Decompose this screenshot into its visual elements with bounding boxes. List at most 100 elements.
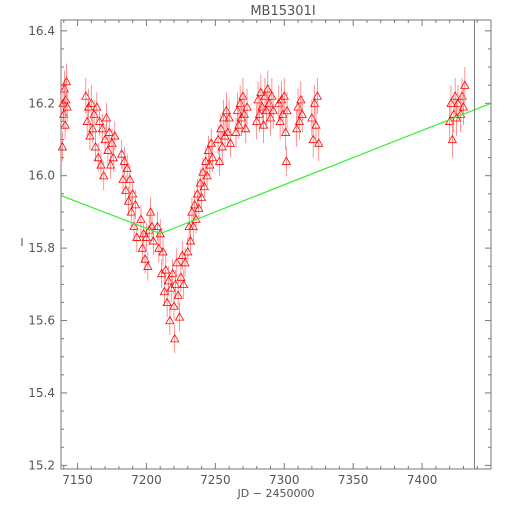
data-point (172, 248, 182, 278)
data-point (256, 74, 266, 111)
data-point (123, 186, 134, 216)
data-point (240, 114, 251, 144)
data-point (254, 96, 265, 133)
data-point (282, 92, 292, 129)
data-point (173, 280, 183, 310)
data-point (116, 139, 127, 169)
data-point (104, 117, 114, 147)
data-point (140, 244, 150, 274)
data-point (167, 258, 178, 288)
data-point (185, 226, 196, 256)
data-point (97, 114, 108, 144)
data-point (232, 92, 243, 129)
data-point (293, 88, 303, 126)
data-point (294, 103, 305, 140)
data-point (96, 150, 106, 180)
data-point (161, 255, 171, 285)
data-point (214, 146, 225, 176)
data-point (82, 106, 92, 136)
data-point (132, 222, 142, 252)
data-point (100, 125, 110, 154)
data-point (130, 190, 141, 220)
chart-title: MB15301I (250, 4, 315, 19)
data-point (221, 92, 232, 129)
y-tick-label: 16.2 (28, 96, 55, 110)
data-point (309, 85, 320, 122)
data-point (458, 88, 469, 126)
data-point (223, 117, 233, 147)
data-point (207, 143, 218, 173)
y-tick-label: 16.4 (28, 24, 55, 38)
data-point (108, 143, 119, 173)
data-point (94, 106, 105, 136)
data-point (260, 77, 270, 115)
data-point (60, 110, 70, 140)
data-point (162, 287, 172, 317)
data-point (263, 70, 273, 107)
data-point (296, 81, 306, 118)
data-point (90, 132, 101, 162)
data-point (291, 110, 302, 147)
data-point (312, 77, 323, 115)
data-point (205, 150, 215, 180)
data-point (119, 146, 130, 176)
data-point (107, 128, 117, 158)
data-point (141, 222, 152, 252)
data-point (158, 237, 168, 267)
y-axis-title: I (20, 236, 23, 249)
data-point (178, 269, 189, 299)
data-point (85, 121, 95, 151)
data-point (225, 128, 236, 158)
data-point (307, 99, 317, 136)
x-tick-label: 7150 (62, 473, 93, 487)
data-point (261, 92, 272, 129)
data-point (170, 269, 181, 299)
data-point (88, 114, 98, 144)
axis-ticks: 7150 7200 7250 7300 7350 7400 15.2 15.4 15.6 15.8… (28, 20, 491, 487)
data-point (239, 96, 249, 133)
data-point (110, 121, 120, 151)
data-point (93, 143, 103, 173)
x-tick-label: 7250 (200, 473, 231, 487)
data-point (99, 161, 109, 191)
data-point (170, 324, 180, 354)
data-point (206, 128, 216, 158)
y-tick-label: 15.8 (28, 241, 55, 255)
model-line (60, 102, 492, 235)
model-curve (60, 102, 492, 235)
data-point (127, 179, 138, 209)
data-point (125, 164, 135, 194)
data-point (169, 291, 179, 321)
data-point (57, 132, 68, 162)
data-point (311, 106, 321, 144)
data-point (62, 92, 72, 122)
data-point (308, 121, 318, 158)
x-tick-label: 7400 (407, 473, 438, 487)
data-point (129, 211, 139, 241)
data-point (126, 197, 136, 227)
data-point (105, 150, 116, 180)
data-point (122, 153, 132, 183)
plot-frame (60, 19, 492, 470)
data-point (235, 85, 245, 122)
data-point (188, 211, 198, 241)
data-point (218, 99, 229, 136)
data-point (152, 211, 163, 241)
y-tick-label: 15.4 (28, 386, 55, 400)
data-points (57, 63, 470, 354)
data-point (265, 99, 276, 136)
data-point (89, 99, 99, 129)
data-point (176, 262, 186, 292)
data-point (92, 92, 102, 122)
data-point (203, 135, 214, 165)
data-point (257, 88, 267, 126)
data-point (224, 99, 234, 136)
data-point (103, 135, 113, 165)
y-tick-label: 16.0 (28, 169, 55, 183)
y-tick-label: 15.6 (28, 314, 55, 328)
data-point (242, 88, 252, 126)
data-point (163, 266, 174, 296)
data-point (231, 117, 241, 147)
data-point (159, 277, 170, 307)
